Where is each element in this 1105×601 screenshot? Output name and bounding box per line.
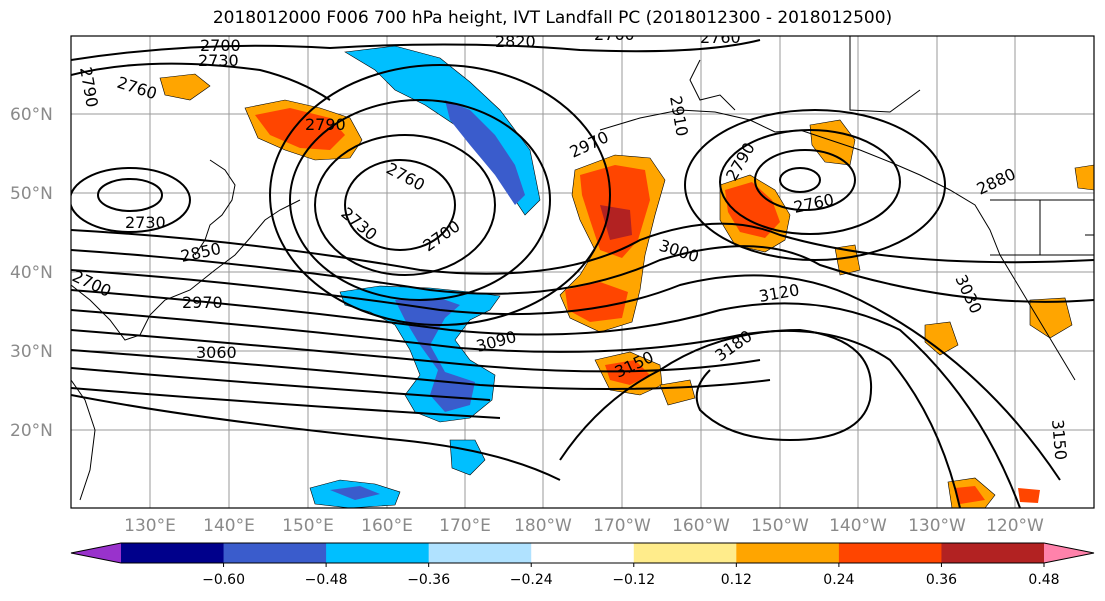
lat-tick-label: 60°N (10, 105, 53, 125)
lon-tick-label: 120°W (986, 516, 1044, 536)
colorbar: −0.60 −0.48 −0.36 −0.24 −0.12 0.12 0.24 0.36 0.4… (70, 542, 1095, 588)
contour-label: 2820 (495, 32, 536, 51)
contour-label: 3060 (196, 343, 237, 362)
lon-tick-label: 170°E (439, 516, 491, 536)
colorbar-tick-label: 0.48 (1028, 572, 1059, 588)
map-frame (70, 35, 1095, 509)
colorbar-tick-label: −0.36 (407, 572, 450, 588)
negative-ivt-shading (309, 45, 541, 508)
contour-label: 2730 (125, 213, 166, 232)
lon-tick-label: 150°W (751, 516, 809, 536)
contour-label: 2760 (700, 28, 741, 47)
lon-tick-label: 170°W (593, 516, 651, 536)
colorbar-tick-label: −0.24 (510, 572, 553, 588)
colorbar-segment (838, 543, 942, 563)
colorbar-extend-low (71, 543, 121, 563)
contour-label: 2760 (594, 25, 635, 44)
lat-tick-label: 30°N (10, 342, 53, 362)
colorbar-segment (121, 543, 225, 563)
colorbar-extend-high (1044, 543, 1094, 563)
map-title: 2018012000 F006 700 hPa height, IVT Land… (212, 8, 893, 28)
colorbar-tick-label: 0.12 (721, 572, 752, 588)
contour-label: 2970 (182, 293, 223, 312)
height-contours (71, 39, 1094, 508)
colorbar-segment (223, 543, 327, 563)
lat-tick-label: 20°N (10, 421, 53, 441)
lon-tick-label: 140°W (829, 516, 887, 536)
colorbar-segment (941, 543, 1045, 563)
latitude-axis: 20°N 30°N 40°N 50°N 60°N (10, 105, 53, 441)
colorbar-segment (633, 543, 737, 563)
longitude-axis: 130°E 140°E 150°E 160°E 170°E 180°W 170°W 160°W… (124, 516, 1044, 536)
lon-tick-label: 160°E (361, 516, 413, 536)
contour-label: 2790 (305, 115, 346, 134)
colorbar-tick-label: −0.48 (305, 572, 348, 588)
colorbar-tick-label: 0.36 (926, 572, 957, 588)
colorbar-tick-label: −0.12 (612, 572, 655, 588)
lon-tick-label: 180°W (514, 516, 572, 536)
colorbar-segment (736, 543, 840, 563)
colorbar-segment (531, 543, 635, 563)
colorbar-outline (70, 542, 1095, 564)
contour-label: 3150 (1048, 419, 1070, 461)
colorbar-segment (326, 543, 430, 563)
colorbar-segment (428, 543, 532, 563)
lon-tick-label: 150°E (282, 516, 334, 536)
contour-label: 2700 (200, 36, 241, 55)
lon-tick-label: 140°E (203, 516, 255, 536)
colorbar-tick-label: 0.24 (823, 572, 854, 588)
lat-tick-label: 40°N (10, 263, 53, 283)
lon-tick-label: 130°E (124, 516, 176, 536)
lon-tick-label: 130°W (908, 516, 966, 536)
lon-tick-label: 160°W (672, 516, 730, 536)
lat-tick-label: 50°N (10, 184, 53, 204)
colorbar-tick-label: −0.60 (202, 572, 245, 588)
contour-label: 2730 (198, 51, 239, 70)
